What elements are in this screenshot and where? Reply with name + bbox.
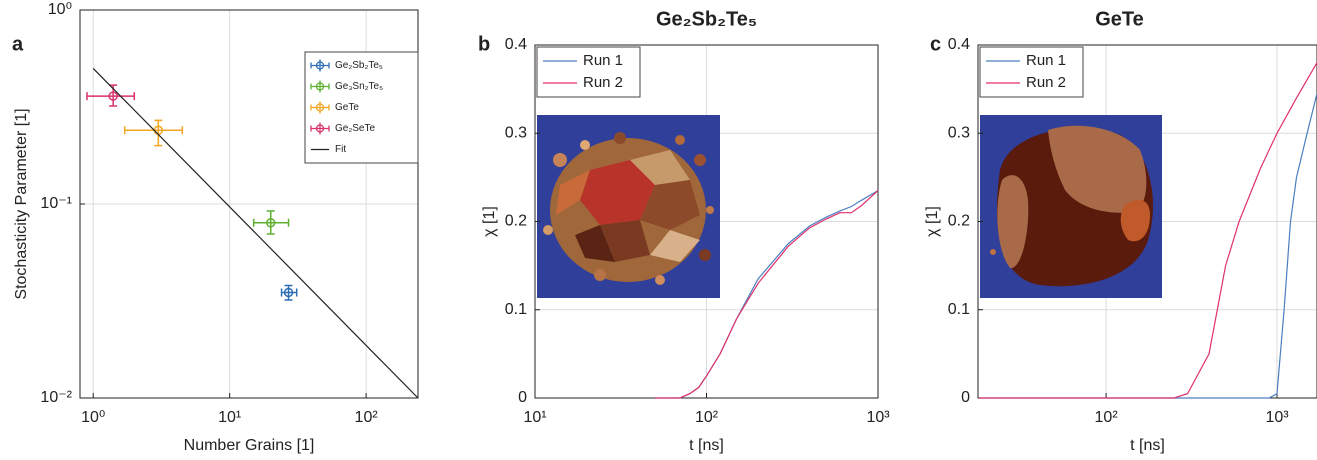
- x-tick-label: 10²: [695, 409, 719, 426]
- panel-letter: a: [12, 33, 24, 55]
- legend-symbol: [315, 103, 325, 112]
- y-error-bar: [266, 210, 275, 235]
- insets: [537, 115, 1162, 298]
- legend-label: Run 2: [1026, 74, 1066, 91]
- x-axis-label: Number Grains [1]: [184, 437, 315, 454]
- marker: [283, 287, 294, 298]
- y-tick-label: 0.3: [505, 124, 527, 141]
- x-tick-label: 10²: [355, 409, 379, 426]
- plot-frame: [79, 9, 419, 399]
- line: [92, 67, 419, 399]
- x-tick-label: 10²: [1095, 409, 1119, 426]
- y-tick-label: 10⁻¹: [40, 195, 72, 212]
- marker: [108, 91, 118, 101]
- legend-label: GeTe: [335, 102, 359, 113]
- marker: [265, 218, 276, 228]
- y-axis-label: Stochasticity Parameter [1]: [13, 108, 30, 299]
- y-tick-label: 0.1: [948, 301, 970, 318]
- y-tick-label: 0: [961, 389, 970, 406]
- y-tick-label: 10⁰: [48, 1, 72, 18]
- legend-box: [979, 46, 1084, 98]
- plot-frame: [534, 44, 879, 399]
- legend-symbol: [310, 122, 330, 135]
- y-tick-label: 0.2: [948, 213, 970, 230]
- x-axis-label: t [ns]: [1130, 437, 1165, 454]
- legend-label: Run 1: [583, 52, 623, 69]
- y-tick-label: 10⁻²: [40, 389, 72, 406]
- legend-label: Run 2: [583, 74, 623, 91]
- legend-label: Ge₂SeTe: [335, 123, 375, 134]
- legend-symbol: [310, 59, 330, 72]
- legend-symbol: [315, 82, 325, 91]
- x-tick-label: 10¹: [218, 409, 241, 426]
- panel-letter: c: [930, 33, 941, 55]
- legend-symbol: [310, 101, 330, 114]
- legend-symbol: [315, 124, 325, 133]
- legend-label: Ge₂Sb₂Te₅: [335, 60, 383, 71]
- y-axis-label: χ [1]: [481, 206, 498, 237]
- line: [978, 93, 1317, 399]
- line: [654, 190, 879, 399]
- x-error-bar: [86, 92, 136, 101]
- panel-letter: b: [478, 33, 490, 55]
- legend-symbol: [310, 80, 330, 93]
- y-tick-label: 0: [518, 389, 527, 406]
- x-axis-label: t [ns]: [689, 437, 724, 454]
- chart-title: Ge₂Sb₂Te₅: [656, 8, 757, 30]
- y-tick-label: 0.4: [948, 36, 970, 53]
- grain-map-inset-c: [980, 115, 1162, 298]
- y-tick-label: 0.2: [505, 213, 527, 230]
- y-tick-label: 0.3: [948, 124, 970, 141]
- legend-symbol: [315, 61, 325, 70]
- grain-map-inset-b: [537, 115, 720, 298]
- y-error-bar: [154, 119, 163, 147]
- line: [978, 62, 1317, 399]
- x-tick-label: 10⁰: [81, 409, 105, 426]
- legend-box: [536, 46, 641, 98]
- y-tick-label: 0.1: [505, 301, 527, 318]
- y-tick-label: 0.4: [505, 36, 527, 53]
- legend-label: Fit: [335, 144, 346, 155]
- x-tick-label: 10³: [1265, 409, 1289, 426]
- x-tick-label: 10³: [866, 409, 890, 426]
- legend-label: Ge₃Sn₂Te₅: [335, 81, 383, 92]
- y-axis-label: χ [1]: [924, 206, 941, 237]
- x-tick-label: 10¹: [523, 409, 546, 426]
- legend-label: Run 1: [1026, 52, 1066, 69]
- chart-title: GeTe: [1095, 8, 1144, 30]
